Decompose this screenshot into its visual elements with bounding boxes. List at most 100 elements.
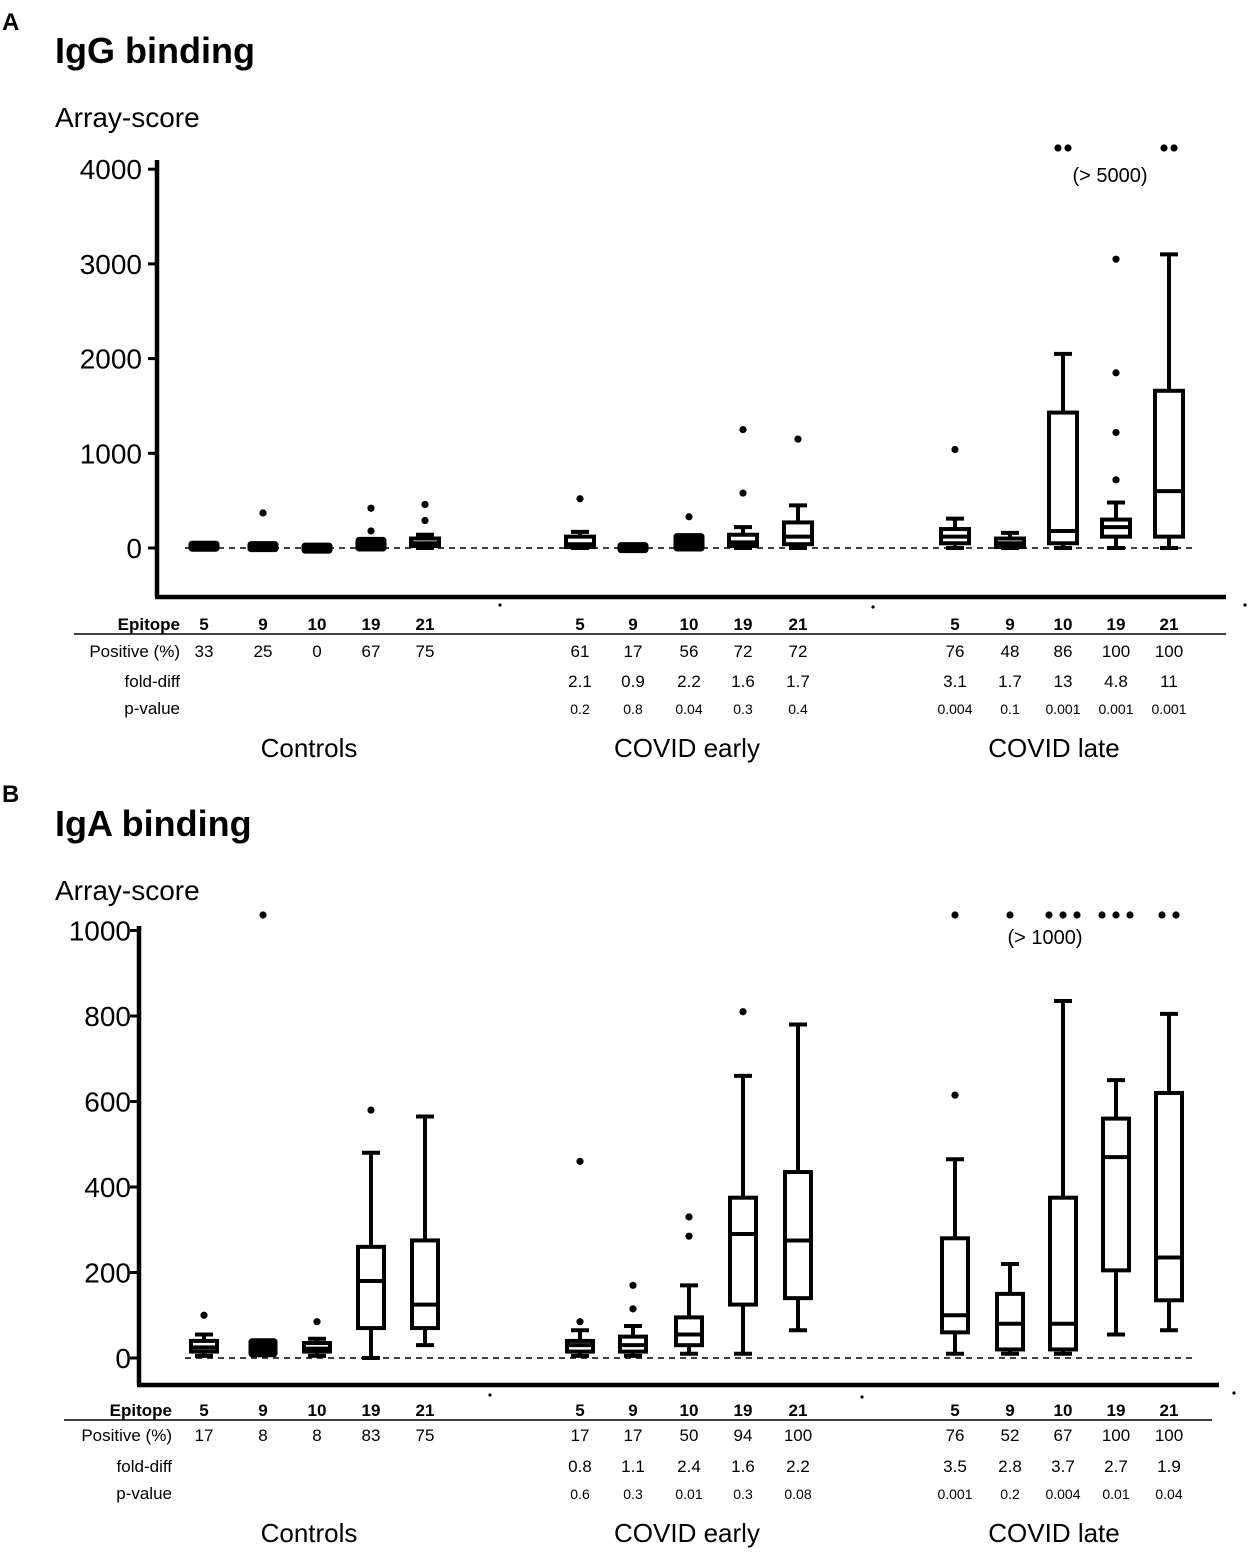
p-value: 0.1 [1000,701,1020,717]
fold-diff-value: 2.8 [998,1457,1022,1476]
outlier-point [794,435,802,443]
boxplot-igg-controls-epitope-9 [247,509,279,553]
box-body [940,1236,970,1335]
fold-diff-value: 1.6 [731,672,755,691]
row-label-positive-igg: Positive (%) [89,642,180,661]
box-body [673,533,705,552]
outlier-point [421,500,429,509]
boxplot-igg-covid-late-epitope-19 [1100,255,1132,550]
y-tick-label-iga: 0 [115,1343,131,1374]
epitope-label: 9 [628,615,637,634]
boxplot-iga-controls-epitope-21 [410,1114,440,1348]
boxplot-igg-covid-early-epitope-9 [617,542,649,554]
row-label-pvalue-igg: p-value [124,699,180,718]
boxplot-iga-covid-early-epitope-10 [674,1213,704,1356]
epitope-label: 10 [1054,615,1073,634]
positive-percent: 33 [195,642,214,661]
chart-title-igg: IgG binding [55,30,255,71]
epitope-label: 19 [362,1401,381,1420]
boxplot-igg-covid-late-epitope-21 [1153,144,1185,550]
fold-diff-value: 2.2 [677,672,701,691]
outlier-point [739,426,747,434]
positive-percent: 50 [680,1426,699,1445]
positive-percent: 25 [254,642,273,661]
epitope-label: 21 [416,1401,435,1420]
outlier-point [739,1008,747,1016]
epitope-label: 9 [258,615,267,634]
positive-percent: 0 [312,642,321,661]
fold-diff-value: 3.1 [943,672,967,691]
box-body [783,1170,813,1301]
positive-percent: 17 [195,1426,214,1445]
p-value: 0.01 [675,1486,702,1502]
y-tick-label-iga: 600 [84,1087,131,1118]
box-body [301,542,333,554]
panel-letter-a: A [2,9,19,36]
epitope-label: 9 [258,1401,267,1420]
positive-percent: 100 [1155,1426,1183,1445]
box-body [617,542,649,554]
p-value: 0.2 [570,701,590,717]
row-label-pvalue-iga: p-value [116,1484,172,1503]
separator-dot [871,605,875,609]
fold-diff-value: 1.7 [786,672,810,691]
y-axis-label-iga: Array-score [55,875,200,906]
y-tick-label-iga: 200 [84,1258,131,1289]
outlier-point [1112,255,1120,263]
positive-percent: 17 [624,1426,643,1445]
boxplot-iga-covid-early-epitope-19 [728,1008,758,1356]
epitope-label: 21 [1160,1401,1179,1420]
group-label-covid-late-iga: COVID late [988,1518,1120,1548]
fold-diff-value: 3.5 [943,1457,967,1476]
fold-diff-value: 2.7 [1104,1457,1128,1476]
boxplot-iga-covid-late-epitope-21 [1154,911,1184,1333]
panel-a-igg: A IgG binding Array-score 01000200030004… [2,9,1247,763]
positive-percent: 56 [680,642,699,661]
boxplot-igg-controls-epitope-21 [409,500,441,550]
y-tick-label-iga: 1000 [69,916,131,947]
boxplot-igg-covid-early-epitope-21 [782,435,814,550]
fold-diff-value: 1.9 [1157,1457,1181,1476]
epitope-label: 10 [308,615,327,634]
positive-percent: 8 [312,1426,321,1445]
outlier-point [951,1091,959,1099]
overflow-note-iga: (> 1000) [1007,927,1082,949]
panel-letter-b: B [2,781,19,808]
y-tick-label-igg: 2000 [80,344,142,375]
overflow-point [1112,911,1120,919]
y-tick-label-igg: 3000 [80,249,142,280]
positive-percent: 86 [1054,642,1073,661]
p-value: 0.04 [1155,1486,1182,1502]
overflow-point [1059,911,1067,919]
p-value: 0.4 [788,701,808,717]
row-label-fold-igg: fold-diff [125,672,181,691]
group-label-controls-iga: Controls [261,1518,358,1548]
epitope-label: 10 [680,1401,699,1420]
boxplot-igg-controls-epitope-5 [188,540,220,552]
boxplot-iga-controls-epitope-19 [356,1106,386,1360]
positive-percent: 61 [571,642,590,661]
fold-diff-value: 1.6 [731,1457,755,1476]
fold-diff-value: 2.1 [568,672,592,691]
row-label-epitope-igg: Epitope [118,615,180,634]
overflow-point [1006,911,1014,919]
outlier-point [685,1213,693,1221]
data-table-igg: 533925100196721755612.10.29170.90.810562… [74,603,1247,717]
epitope-label: 10 [308,1401,327,1420]
p-value: 0.001 [937,1486,972,1502]
epitope-label: 5 [950,615,959,634]
boxplot-iga-covid-late-epitope-5 [940,911,970,1356]
separator-dot [860,1395,864,1399]
boxplot-iga-controls-epitope-9 [248,911,278,1358]
p-value: 0.04 [675,701,702,717]
box-body [1101,1116,1131,1273]
outlier-point [576,495,584,503]
positive-percent: 75 [416,1426,435,1445]
fold-diff-value: 3.7 [1051,1457,1075,1476]
overflow-point [1073,911,1081,919]
p-value: 0.001 [1151,701,1186,717]
positive-percent: 94 [734,1426,753,1445]
y-tick-label-iga: 800 [84,1001,131,1032]
positive-percent: 83 [362,1426,381,1445]
outlier-point [685,513,693,521]
